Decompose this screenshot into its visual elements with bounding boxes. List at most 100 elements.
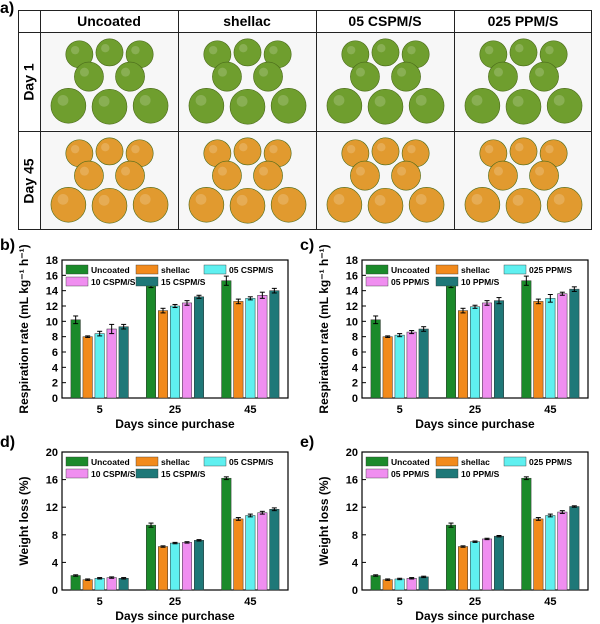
legend-label: 05 CSPM/S bbox=[229, 265, 274, 275]
grid-line bbox=[316, 10, 317, 230]
fruit-highlight bbox=[512, 95, 524, 107]
fruit-highlight bbox=[553, 94, 565, 106]
bar bbox=[158, 310, 168, 399]
fruit bbox=[464, 186, 501, 223]
bar bbox=[257, 512, 268, 591]
fruit-highlight bbox=[269, 144, 278, 154]
bar bbox=[182, 302, 192, 399]
fruit-photo-svg bbox=[188, 38, 307, 125]
y-tick-label: 18 bbox=[46, 255, 58, 267]
fruit-photo-svg bbox=[326, 137, 445, 224]
bar bbox=[370, 319, 381, 399]
fruit bbox=[270, 87, 307, 124]
bar bbox=[545, 298, 556, 399]
bar bbox=[470, 306, 480, 399]
fruit-photo-svg bbox=[326, 38, 445, 125]
y-axis-label: Respiration rate (mL kg⁻¹ h⁻¹) bbox=[317, 244, 331, 413]
fruit-highlight bbox=[101, 143, 110, 152]
bar bbox=[569, 506, 580, 591]
grid-line bbox=[18, 10, 19, 230]
y-tick-label: 0 bbox=[52, 585, 58, 597]
fruit bbox=[367, 187, 404, 224]
fruit-highlight bbox=[79, 166, 89, 176]
fruit-photo bbox=[317, 132, 454, 229]
y-tick-label: 0 bbox=[352, 585, 358, 597]
fruit bbox=[115, 61, 145, 92]
legend-swatch bbox=[65, 276, 89, 287]
bar bbox=[394, 334, 405, 399]
fruit bbox=[95, 38, 124, 67]
fruit-highlight bbox=[515, 143, 524, 152]
row-header-label: Day 45 bbox=[21, 157, 37, 204]
bar bbox=[382, 579, 393, 591]
fruit bbox=[270, 186, 307, 223]
y-tick-label: 6 bbox=[52, 347, 58, 359]
bar bbox=[194, 540, 204, 591]
y-tick-label: 8 bbox=[352, 332, 358, 344]
fruit bbox=[212, 160, 242, 191]
fruit bbox=[132, 186, 169, 223]
legend-swatch bbox=[365, 264, 389, 275]
fruit-highlight bbox=[493, 67, 503, 77]
legend-label: 10 PPM/S bbox=[461, 277, 500, 287]
x-tick-label: 25 bbox=[169, 404, 181, 416]
fruit-highlight bbox=[355, 67, 365, 77]
panel-label-b: b) bbox=[0, 237, 16, 254]
legend-label: Uncoated bbox=[91, 457, 130, 467]
bar bbox=[233, 518, 244, 591]
row-header-label: Day 1 bbox=[21, 62, 38, 101]
bar bbox=[557, 293, 568, 399]
y-tick-label: 14 bbox=[346, 286, 359, 298]
y-axis-label: Weight loss (%) bbox=[17, 476, 31, 565]
fruit bbox=[505, 187, 542, 224]
fruit bbox=[509, 38, 538, 67]
fruit bbox=[74, 61, 104, 92]
x-tick-label: 5 bbox=[397, 404, 403, 416]
y-tick-label: 16 bbox=[346, 475, 358, 487]
bar bbox=[494, 300, 504, 399]
fruit-highlight bbox=[397, 67, 407, 77]
legend-label: 025 PPM/S bbox=[529, 265, 572, 275]
bar bbox=[482, 538, 492, 591]
fruit bbox=[371, 38, 400, 67]
fruit-highlight bbox=[217, 67, 227, 77]
fruit bbox=[188, 87, 225, 124]
bar bbox=[70, 575, 81, 591]
legend-swatch bbox=[503, 456, 527, 467]
fruit-photo bbox=[41, 132, 178, 229]
fruit-highlight bbox=[217, 166, 227, 176]
y-tick-label: 12 bbox=[46, 301, 58, 313]
bar bbox=[94, 333, 105, 399]
fruit-highlight bbox=[407, 144, 416, 154]
legend-swatch bbox=[435, 276, 459, 287]
fruit bbox=[408, 87, 445, 124]
fruit-highlight bbox=[57, 193, 69, 205]
legend-swatch bbox=[135, 468, 159, 479]
chart-d-svg: 0 4 8 12 16 20 Weight loss (%) Days since purch… bbox=[17, 447, 289, 623]
fruit bbox=[253, 61, 283, 92]
fruit-highlight bbox=[236, 194, 248, 206]
bar bbox=[118, 326, 129, 399]
x-tick-label: 25 bbox=[469, 404, 481, 416]
legend-label: 05 CSPM/S bbox=[229, 457, 274, 467]
fruit-highlight bbox=[545, 45, 554, 55]
fruit bbox=[132, 87, 169, 124]
y-tick-label: 14 bbox=[46, 286, 59, 298]
photo-grid: Uncoated shellac 05 CSPM/S 025 PPM/S Day… bbox=[18, 10, 592, 230]
bar bbox=[233, 301, 244, 399]
column-header: Uncoated bbox=[77, 13, 141, 29]
x-axis-label: Days since purchase bbox=[415, 417, 535, 431]
fruit-highlight bbox=[377, 143, 386, 152]
column-header: 05 CSPM/S bbox=[348, 13, 422, 29]
fruit-highlight bbox=[269, 45, 278, 55]
y-tick-label: 6 bbox=[352, 347, 358, 359]
bar bbox=[146, 285, 156, 399]
y-tick-label: 8 bbox=[352, 530, 358, 542]
fruit bbox=[546, 186, 583, 223]
bar bbox=[382, 336, 393, 399]
fruit-highlight bbox=[346, 45, 356, 55]
fruit bbox=[91, 187, 128, 224]
legend-label: shellac bbox=[161, 457, 190, 467]
y-tick-label: 16 bbox=[46, 475, 58, 487]
fruit-photo-svg bbox=[464, 38, 583, 125]
